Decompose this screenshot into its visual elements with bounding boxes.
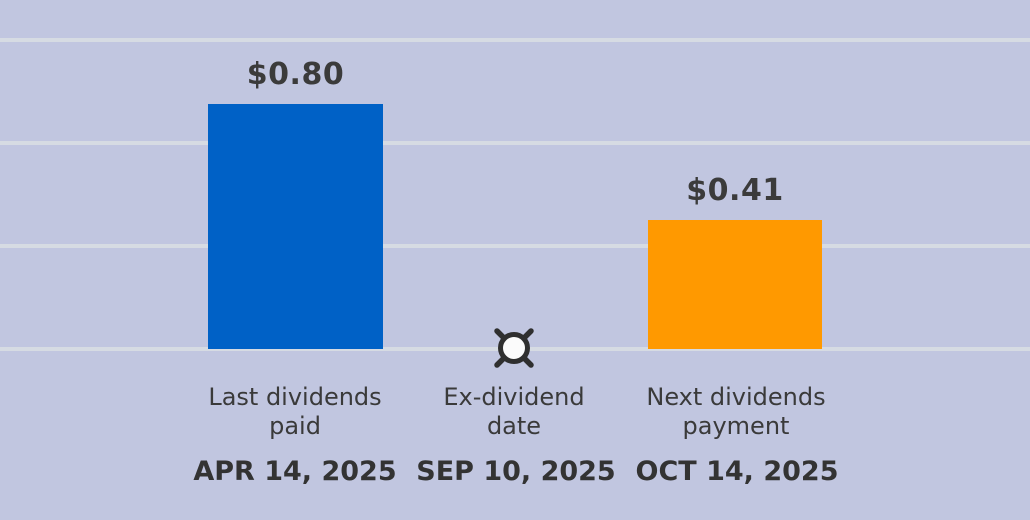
category-label-last-dividends-paid: Last dividends paid	[208, 383, 382, 440]
next-dividends-payment-bar	[648, 220, 822, 349]
date-label-last-dividends-paid: APR 14, 2025	[193, 456, 397, 487]
category-label-ex-dividend-date: Ex-dividend date	[443, 383, 585, 440]
bar-value-label: $0.80	[246, 57, 345, 92]
gridline	[0, 38, 1030, 42]
gridline	[0, 244, 1030, 248]
date-label-ex-dividend-date: SEP 10, 2025	[416, 456, 616, 487]
date-label-next-dividends-payment: OCT 14, 2025	[635, 456, 839, 487]
category-label-next-dividends-payment: Next dividends payment	[646, 383, 826, 440]
bar-value-label: $0.41	[686, 173, 784, 208]
bar-column-next-dividends-payment: $0.41	[648, 173, 822, 349]
bar-column-last-dividends-paid: $0.80	[208, 57, 383, 349]
gridline	[0, 141, 1030, 145]
last-dividends-paid-bar	[208, 104, 383, 349]
ex-dividend-date-marker-icon	[494, 328, 534, 368]
